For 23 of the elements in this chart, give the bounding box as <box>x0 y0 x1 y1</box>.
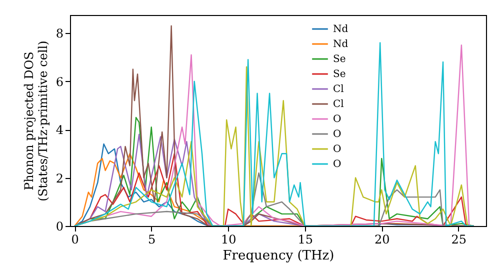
y-tick-label: 0 <box>56 220 64 234</box>
legend-label: Nd <box>333 24 349 35</box>
y-tick-label: 2 <box>56 171 64 186</box>
y-tick-label: 6 <box>56 74 64 89</box>
legend-label: O <box>333 114 342 125</box>
legend-label: Cl <box>333 99 344 110</box>
x-tick-label: 20 <box>374 232 390 246</box>
legend-label: Cl <box>333 84 344 95</box>
x-axis-title: Frequency (THz) <box>222 248 334 264</box>
y-tick-label: 8 <box>56 26 64 41</box>
x-tick-label: 0 <box>71 232 79 246</box>
y-tick-label: 4 <box>56 123 64 138</box>
x-tick-label: 15 <box>298 232 314 246</box>
x-tick-label: 5 <box>148 232 156 246</box>
legend-label: O <box>333 144 342 155</box>
y-axis-title: Phonon projected DOS (States/THz·primitive cell) <box>22 40 50 202</box>
x-tick-label: 10 <box>220 232 236 246</box>
x-tick-label: 25 <box>451 232 467 246</box>
legend-label: O <box>333 159 342 170</box>
legend-label: O <box>333 129 342 140</box>
legend-label: Se <box>333 69 346 80</box>
legend-label: Se <box>333 54 346 65</box>
legend-label: Nd <box>333 39 349 50</box>
